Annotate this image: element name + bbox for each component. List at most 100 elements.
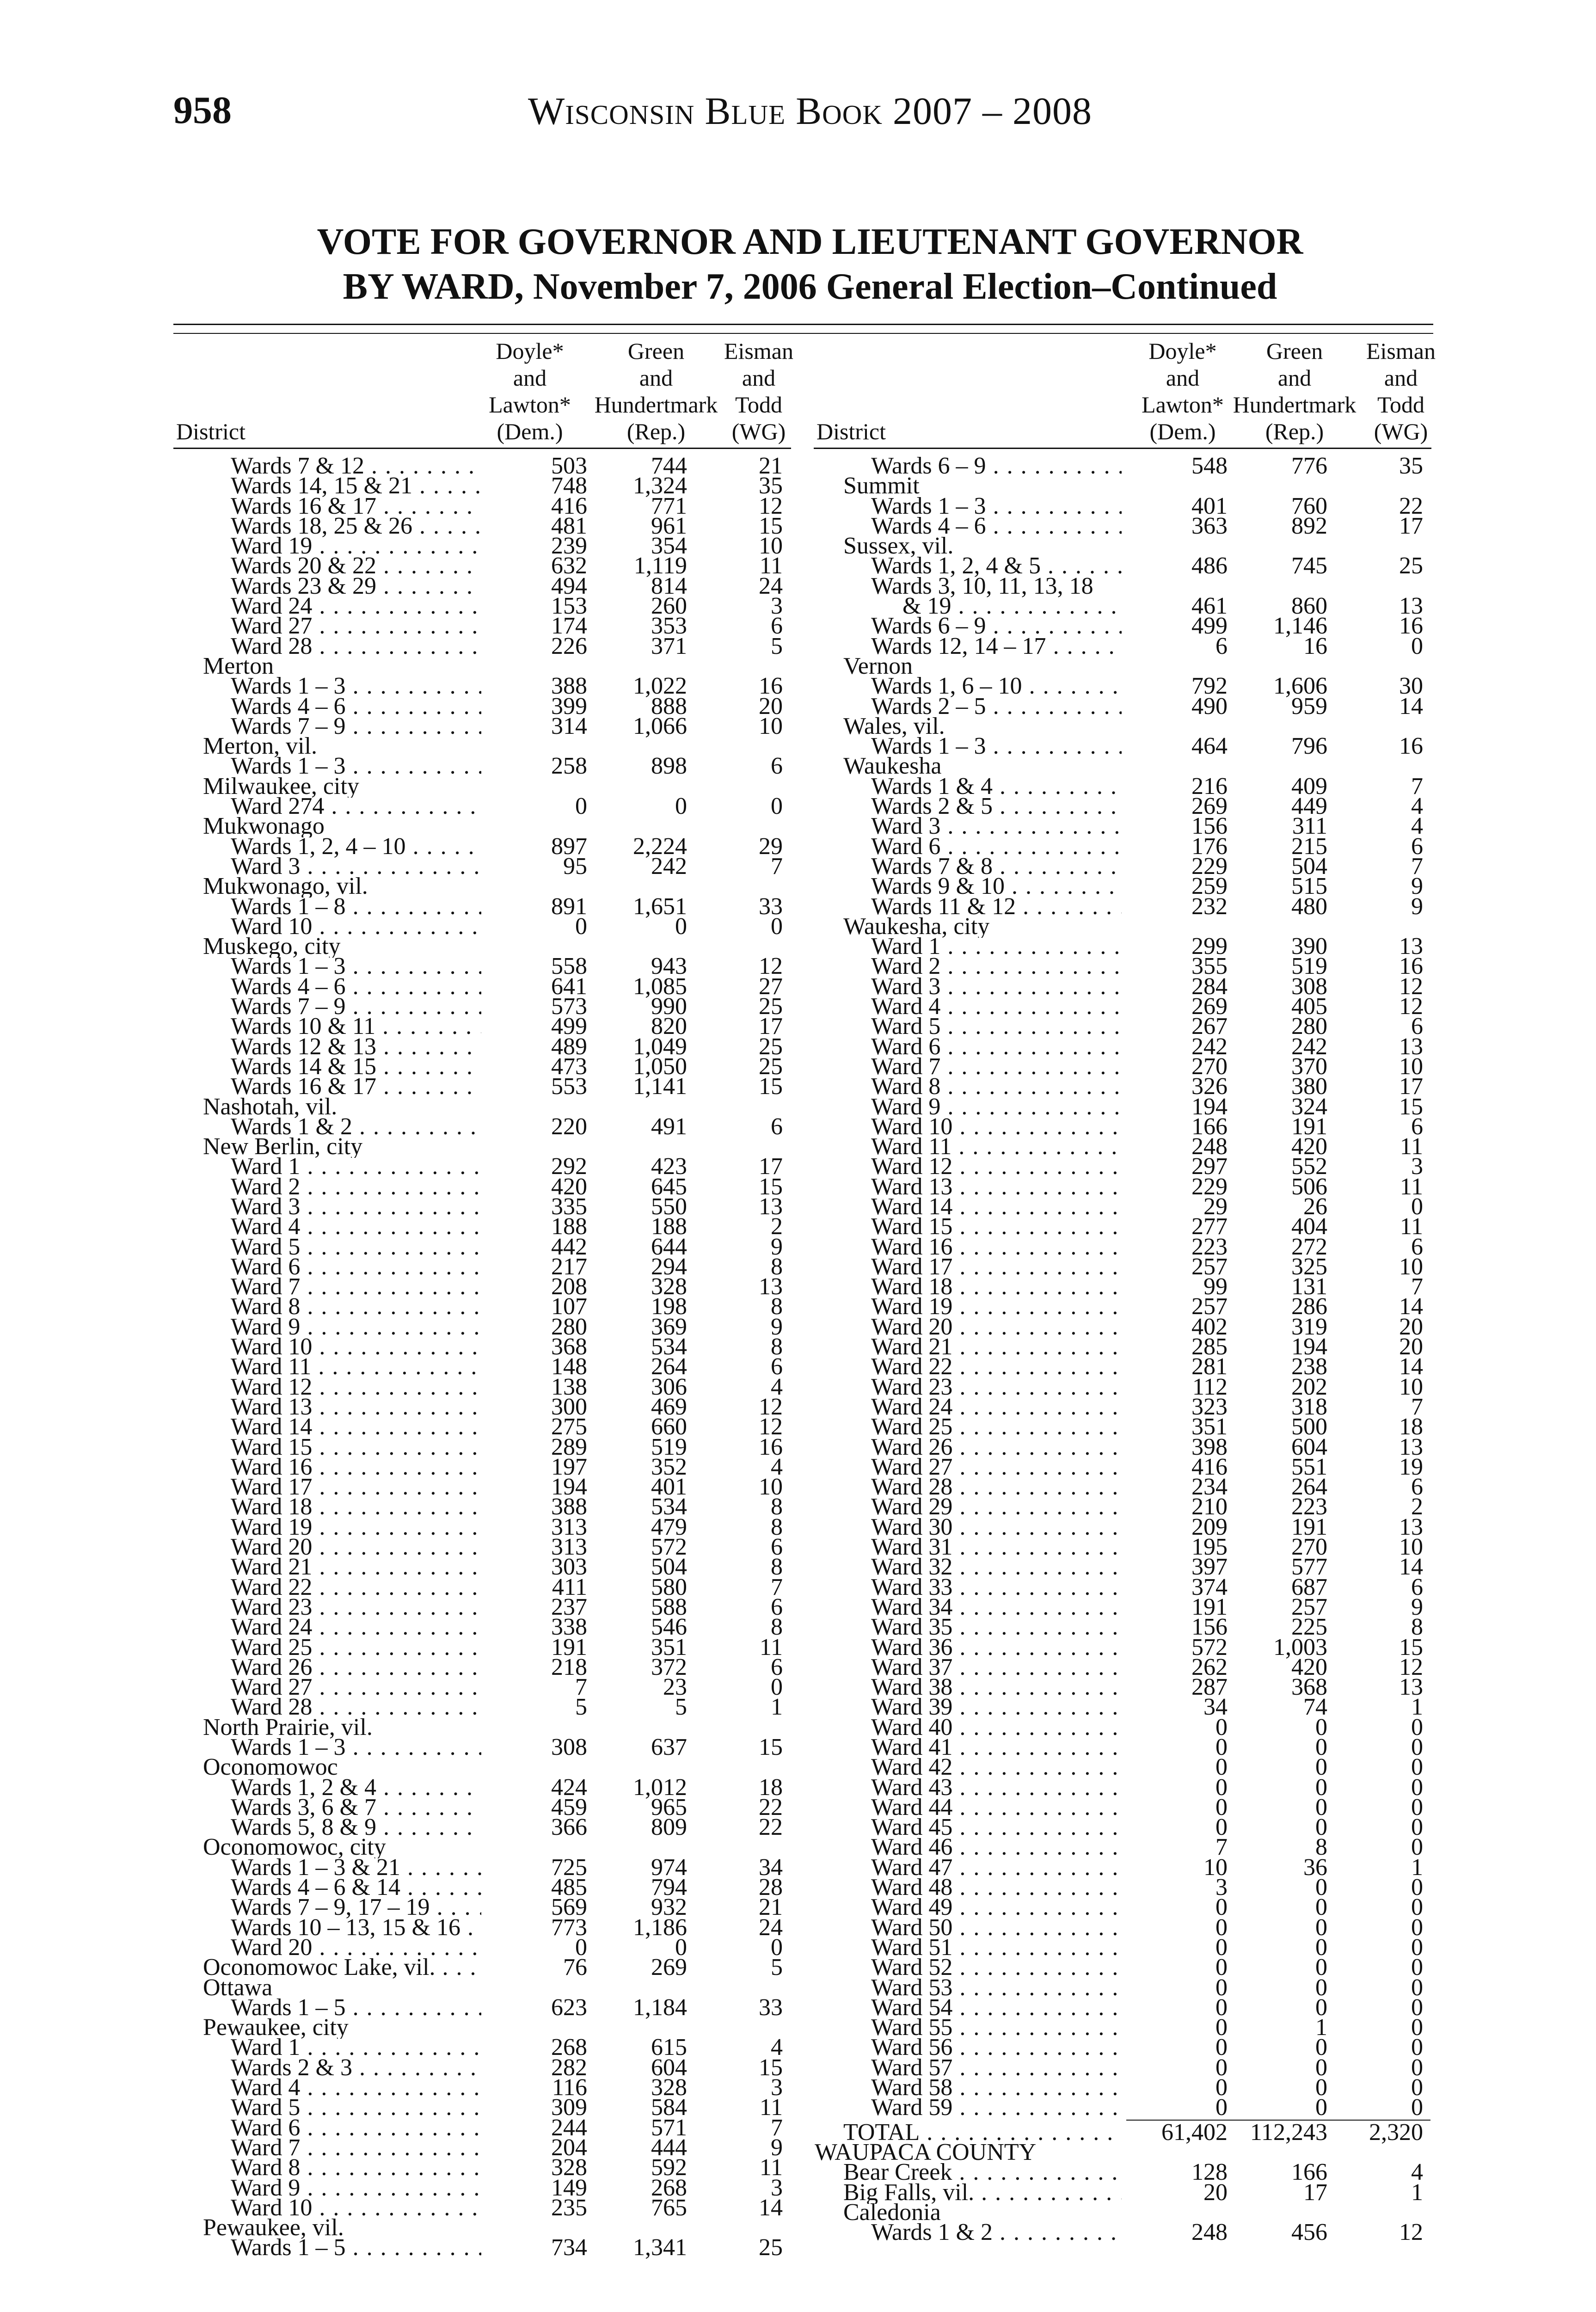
- eisman-todd-votes: 1: [1411, 1854, 1423, 1881]
- green-hundertmark-votes: 286: [1291, 1293, 1327, 1320]
- green-hundertmark-votes: 423: [651, 1153, 687, 1180]
- green-hundertmark-votes: 306: [651, 1373, 687, 1400]
- green-hundertmark-votes: 519: [1291, 953, 1327, 980]
- municipality-name: Pewaukee, city: [203, 2017, 349, 2039]
- row-label-text: Mukwonago: [203, 815, 325, 838]
- green-hundertmark-votes: 500: [1291, 1414, 1327, 1440]
- ward-label: Wards 1 – 3: [231, 1736, 481, 1759]
- doyle-lawton-votes: 257: [1191, 1253, 1228, 1280]
- doyle-lawton-votes: 237: [551, 1593, 587, 1620]
- doyle-lawton-votes: 335: [551, 1193, 587, 1220]
- eisman-todd-votes: 25: [1399, 553, 1423, 579]
- table-row: Ward 27 174 353 6: [173, 614, 793, 638]
- row-label-text: Ward 56: [871, 2036, 953, 2059]
- eisman-todd-votes: 25: [759, 993, 783, 1020]
- green-hundertmark-votes: 0: [675, 793, 687, 820]
- table-row: Ward 4 116 328 3: [173, 2076, 793, 2100]
- table-row: Wards 3, 10, 11, 13, 18: [814, 575, 1433, 597]
- ward-label: Ward 9: [871, 1096, 1122, 1118]
- doyle-lawton-votes: 623: [551, 1994, 587, 2021]
- eisman-todd-votes: 0: [1411, 633, 1423, 659]
- row-label-text: Muskego, city: [203, 935, 341, 958]
- doyle-lawton-votes: 489: [551, 1033, 587, 1060]
- table-row: Wards 2 – 5 490 959 14: [814, 694, 1433, 718]
- row-label-text: Wards 7 & 8: [871, 855, 993, 878]
- row-label-text: Ward 55: [871, 2017, 953, 2039]
- ward-label: Ward 28: [231, 635, 481, 658]
- green-hundertmark-votes: 405: [1291, 993, 1327, 1020]
- ward-label: & 19: [902, 595, 1122, 617]
- green-hundertmark-votes: 504: [1291, 853, 1327, 879]
- table-row: Ward 3 284 308 12: [814, 974, 1433, 998]
- doyle-lawton-votes: 107: [551, 1293, 587, 1320]
- doyle-lawton-votes: 220: [551, 1113, 587, 1140]
- table-row: Ward 14 29 26 0: [814, 1194, 1433, 1218]
- doyle-lawton-votes: 270: [1191, 1053, 1228, 1080]
- table-row: Ward 48 3 0 0: [814, 1874, 1433, 1901]
- green-hundertmark-votes: 404: [1291, 1213, 1327, 1240]
- row-label-text: Wards 1 – 3 & 21: [231, 1856, 400, 1879]
- doyle-lawton-votes: 258: [551, 753, 587, 780]
- district-heading-row: Nashotah, vil.: [173, 1096, 793, 1118]
- green-hundertmark-votes: 0: [1315, 1914, 1327, 1941]
- ward-label: Wards 12 & 13: [231, 1036, 481, 1058]
- eisman-todd-votes: 11: [1400, 1133, 1423, 1160]
- eisman-todd-votes: 30: [1399, 673, 1423, 700]
- ward-label: Ward 11: [231, 1356, 481, 1378]
- table-row: Wards 1 – 3 464 796 16: [814, 734, 1433, 758]
- table-row: Ward 21 285 194 20: [814, 1335, 1433, 1359]
- green-hundertmark-votes: 965: [651, 1794, 687, 1820]
- row-label-text: Ward 30: [871, 1516, 953, 1538]
- ward-label: Wards 16 & 17: [231, 1076, 481, 1098]
- eisman-todd-votes: 5: [771, 1954, 783, 1981]
- ward-label: Ward 8: [231, 1296, 481, 1318]
- eisman-todd-votes: 10: [1399, 1373, 1423, 1400]
- eisman-todd-votes: 24: [759, 572, 783, 599]
- green-hundertmark-votes: 765: [651, 2194, 687, 2221]
- municipality-name: Merton, vil.: [203, 735, 317, 757]
- district-column-header: District: [176, 418, 246, 444]
- table-row: Ward 3 335 550 13: [173, 1193, 793, 1220]
- green-hundertmark-votes: 370: [1291, 1053, 1327, 1080]
- doyle-lawton-votes: 553: [551, 1073, 587, 1100]
- eisman-todd-votes: 6: [771, 753, 783, 780]
- row-label-text: & 19: [902, 595, 951, 618]
- green-hundertmark-votes: 223: [1291, 1494, 1327, 1520]
- row-label-text: New Berlin, city: [203, 1136, 363, 1158]
- row-label-text: Ward 54: [871, 1996, 953, 2019]
- row-label-text: Ward 31: [871, 1536, 953, 1559]
- doyle-lawton-votes: 420: [551, 1173, 587, 1200]
- doyle-lawton-votes: 572: [1191, 1634, 1228, 1660]
- green-hundertmark-votes: 0: [1315, 2074, 1327, 2101]
- doyle-lawton-votes: 292: [551, 1153, 587, 1180]
- doyle-lawton-votes: 0: [1215, 1814, 1228, 1841]
- row-label-text: Ward 59: [871, 2097, 953, 2119]
- green-hundertmark-votes: 534: [651, 1494, 687, 1520]
- ward-label: Wards 2 & 5: [871, 795, 1122, 818]
- row-label-text: Ward 25: [871, 1416, 953, 1439]
- green-hundertmark-votes: 0: [1315, 1954, 1327, 1981]
- ward-label: Ward 10: [871, 1116, 1122, 1138]
- ward-label: Wards 23 & 29: [231, 575, 481, 597]
- table-row: Wards 1 – 3 401 760 22: [814, 494, 1433, 518]
- table-row: Ward 28 5 5 1: [173, 1695, 793, 1719]
- ward-label: Ward 48: [871, 1876, 1122, 1899]
- ward-label: Ward 27: [231, 615, 481, 637]
- eisman-todd-votes: 10: [1399, 1053, 1423, 1080]
- doyle-lawton-votes: 10: [1203, 1854, 1228, 1881]
- green-hundertmark-votes: 0: [1315, 1774, 1327, 1801]
- row-label-text: Waukesha, city: [843, 915, 990, 938]
- green-hundertmark-votes: 546: [651, 1614, 687, 1641]
- green-hundertmark-votes: 0: [1315, 2034, 1327, 2061]
- row-label-text: Ward 51: [871, 1936, 953, 1959]
- eisman-todd-votes: 1: [1411, 2179, 1423, 2206]
- row-label-text: Ward 15: [871, 1216, 953, 1238]
- doyle-lawton-votes: 3: [1215, 1874, 1228, 1901]
- green-hundertmark-column-header: Green and Hundertmark (Rep.): [1197, 338, 1392, 445]
- eisman-todd-votes: 0: [1411, 2054, 1423, 2081]
- ward-label: Wards 1, 2, 4 & 5: [871, 555, 1122, 577]
- column-header-line: and: [513, 365, 547, 391]
- ward-label: Ward 14: [231, 1416, 481, 1438]
- column-header-line: (Rep.): [626, 418, 686, 444]
- ward-label: Wards 11 & 12: [871, 896, 1122, 918]
